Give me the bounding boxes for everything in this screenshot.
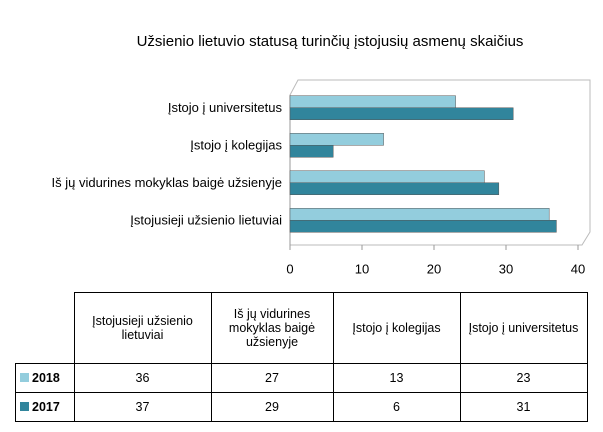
chart: Užsienio lietuvio statusą turinčių įstoj… (52, 33, 591, 276)
y-tick-label: Įstojo į universitetus (168, 100, 283, 115)
bar (289, 95, 456, 108)
header-cell: Iš jų vidurines mokyklas baigė užsienyje (210, 292, 334, 364)
header-cell: Įstojusieji užsienio lietuviai (73, 292, 212, 364)
legend-label: 2017 (32, 400, 60, 414)
legend-label: 2018 (32, 371, 60, 385)
header-cell: Įstojo į kolegijas (332, 292, 461, 364)
value-cell: 36 (73, 363, 212, 393)
legend-cell: 2017 (15, 392, 75, 422)
legend-cell: 2018 (15, 363, 75, 393)
value-cell: 6 (332, 392, 461, 422)
y-tick-label: Įstojusieji užsienio lietuviai (130, 213, 282, 228)
y-tick-label: Įstojo į kolegijas (190, 138, 282, 153)
value-cell: 29 (210, 392, 334, 422)
bar (289, 170, 485, 183)
chart-title: Užsienio lietuvio statusą turinčių įstoj… (137, 33, 524, 50)
data-row: 2018 36 27 13 23 (15, 363, 588, 393)
value-cell: 31 (459, 392, 588, 422)
legend-key (20, 373, 29, 382)
data-table: Įstojusieji užsienio lietuviai Iš jų vidu… (15, 292, 588, 422)
header-cell: Įstojo į universitetus (459, 292, 588, 364)
legend-key (20, 402, 29, 411)
x-tick-label: 0 (286, 261, 293, 276)
y-tick-label: Iš jų vidurines mokyklas baigė užsienyje (52, 175, 283, 190)
value-cell: 23 (459, 363, 588, 393)
x-tick-label: 30 (499, 261, 513, 276)
bar (289, 145, 334, 158)
data-row: 2017 37 29 6 31 (15, 392, 588, 422)
bar (289, 208, 550, 221)
bar (289, 107, 514, 120)
bar (289, 133, 384, 146)
value-cell: 27 (210, 363, 334, 393)
bar (289, 220, 557, 233)
x-tick-label: 10 (355, 261, 369, 276)
x-tick-label: 20 (427, 261, 441, 276)
value-cell: 37 (73, 392, 212, 422)
value-cell: 13 (332, 363, 461, 393)
bar (289, 182, 500, 195)
corner-cell (15, 292, 75, 364)
x-tick-label: 40 (571, 261, 585, 276)
header-row: Įstojusieji užsienio lietuviai Iš jų vidu… (15, 292, 588, 364)
